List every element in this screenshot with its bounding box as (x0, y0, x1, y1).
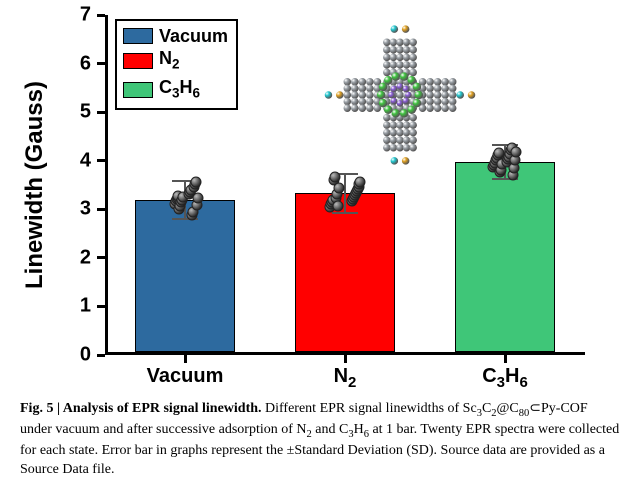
y-tick-label: 2 (80, 246, 91, 269)
inset-molecule-image (305, 15, 495, 175)
y-tick-label: 4 (80, 149, 91, 172)
data-point (510, 146, 521, 157)
x-tick (504, 355, 507, 363)
y-axis-title: Linewidth (Gauss) (21, 81, 49, 289)
figure-container: VacuumN2C3H6 01234567 VacuumN2C3H6 Linew… (0, 0, 640, 501)
y-tick (97, 62, 105, 65)
y-tick (97, 354, 105, 357)
x-tick-label: C3H6 (482, 365, 528, 391)
y-tick-label: 7 (80, 4, 91, 27)
bar (135, 200, 234, 352)
x-tick-label: Vacuum (147, 365, 224, 388)
legend-label: C3H6 (159, 76, 200, 105)
x-tick (344, 355, 347, 363)
legend: VacuumN2C3H6 (115, 19, 238, 110)
x-tick (184, 355, 187, 363)
y-tick-label: 5 (80, 101, 91, 124)
y-tick (97, 111, 105, 114)
data-point (333, 182, 344, 193)
figure-caption: Fig. 5 | Analysis of EPR signal linewidt… (20, 400, 620, 480)
y-tick-label: 3 (80, 198, 91, 221)
caption-lead: Fig. 5 | Analysis of EPR signal linewidt… (20, 401, 262, 416)
legend-label: Vacuum (159, 25, 228, 47)
data-point (192, 193, 203, 204)
y-tick-label: 6 (80, 52, 91, 75)
plot-area: VacuumN2C3H6 01234567 VacuumN2C3H6 Linew… (105, 15, 585, 355)
y-tick-label: 0 (80, 344, 91, 367)
data-point (355, 177, 366, 188)
bar (455, 162, 554, 352)
legend-item: C3H6 (123, 76, 228, 105)
y-tick (97, 305, 105, 308)
y-tick (97, 256, 105, 259)
y-tick (97, 208, 105, 211)
legend-swatch (123, 28, 153, 44)
legend-label: N2 (159, 47, 180, 76)
data-point (190, 177, 201, 188)
data-point (332, 201, 343, 212)
y-tick-label: 1 (80, 295, 91, 318)
y-axis-line (105, 15, 108, 355)
legend-swatch (123, 82, 153, 98)
bar (295, 193, 394, 352)
y-tick (97, 159, 105, 162)
error-bar-line (344, 174, 346, 213)
y-tick (97, 14, 105, 17)
legend-item: Vacuum (123, 25, 228, 47)
legend-swatch (123, 53, 153, 69)
error-bar-cap (332, 212, 358, 214)
legend-item: N2 (123, 47, 228, 76)
x-tick-label: N2 (334, 365, 357, 391)
